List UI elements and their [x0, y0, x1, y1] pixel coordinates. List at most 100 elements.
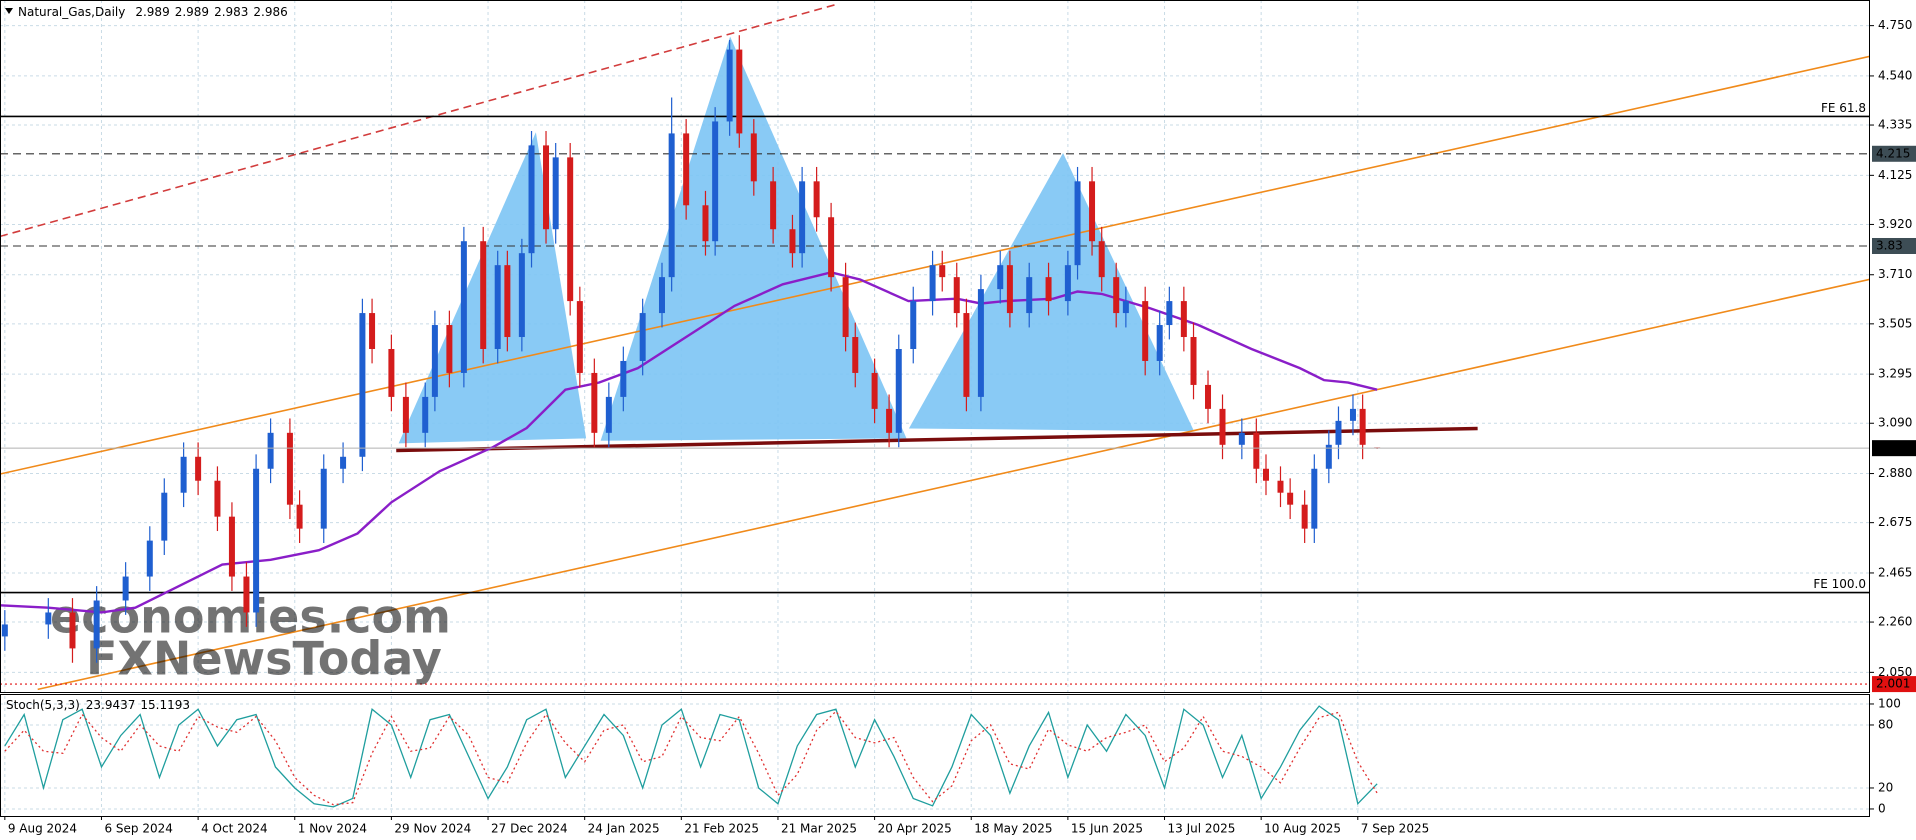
candle-body — [1262, 468, 1269, 481]
candle-body — [45, 612, 52, 625]
candle-body — [886, 408, 893, 433]
x-tick-label: 10 Aug 2025 — [1264, 822, 1341, 836]
candle-body — [320, 468, 327, 529]
y-tick-label: 4.125 — [1878, 168, 1912, 182]
x-tick-label: 13 Jul 2025 — [1168, 822, 1236, 836]
candle-body — [267, 432, 274, 469]
candle-body — [122, 576, 129, 601]
y-tick-label: 0 — [1878, 801, 1886, 815]
candle-body — [402, 396, 409, 433]
price-box-label: 2.986 — [1876, 441, 1910, 455]
stoch-line — [4, 705, 1378, 808]
candle-body — [726, 49, 733, 122]
candle-body — [770, 181, 777, 230]
level-box — [1872, 145, 1916, 162]
candle-body — [828, 217, 835, 278]
candle-body — [1098, 241, 1105, 278]
level-box-label: 4.215 — [1876, 146, 1910, 160]
candle-body — [852, 337, 859, 373]
trend-line — [37, 278, 1870, 691]
x-tick-label: 15 Jun 2025 — [1071, 822, 1143, 836]
candle-body — [813, 181, 820, 218]
trend-line — [396, 426, 1478, 453]
candle-body — [1287, 492, 1294, 505]
candle-body — [639, 313, 646, 361]
y-tick-label: 4.540 — [1878, 68, 1912, 82]
candle-body — [161, 492, 168, 541]
candle-body — [977, 289, 984, 397]
y-tick-label: 4.750 — [1878, 18, 1912, 32]
candle-body — [576, 301, 583, 373]
x-tick-label: 27 Dec 2024 — [491, 822, 568, 836]
candle-body — [1006, 265, 1013, 314]
candle-body — [658, 277, 665, 314]
watermark: economies.com — [50, 590, 451, 644]
candle-body — [668, 133, 675, 278]
candle-body — [340, 456, 347, 469]
level-box — [1872, 676, 1916, 693]
pattern-triangle — [600, 36, 907, 441]
x-tick-label: 21 Feb 2025 — [684, 822, 759, 836]
candle-body — [93, 600, 100, 649]
candle-body — [1180, 301, 1187, 338]
trend-line — [0, 2, 840, 238]
candle-body — [683, 133, 690, 206]
candle-body — [997, 265, 1004, 290]
y-tick-label: 3.920 — [1878, 217, 1912, 231]
candle-body — [1190, 337, 1197, 385]
candle-body — [1205, 384, 1212, 409]
y-tick-label: 2.465 — [1878, 565, 1912, 579]
candle-body — [871, 372, 878, 409]
candle-body — [736, 49, 743, 134]
candle-body — [712, 121, 719, 242]
candle-body — [1311, 468, 1318, 529]
candle-body — [895, 348, 902, 433]
x-tick-label: 7 Sep 2025 — [1361, 822, 1429, 836]
stoch-signal-value: 15.1193 — [140, 698, 190, 712]
candle-body — [1325, 444, 1332, 469]
candle-body — [842, 277, 849, 338]
candle-body — [789, 229, 796, 254]
candle-body — [1113, 277, 1120, 314]
stoch-frame — [0, 694, 1870, 817]
candle-body — [431, 325, 438, 397]
y-tick-label: 3.710 — [1878, 267, 1912, 281]
candle-body — [180, 456, 187, 493]
candle-body — [1026, 277, 1033, 314]
y-tick-label: 3.090 — [1878, 416, 1912, 430]
candle-body — [504, 265, 511, 338]
menu-arrow[interactable] — [5, 8, 13, 14]
candle-body — [146, 540, 153, 577]
candle-body — [702, 205, 709, 242]
candle-body — [1238, 432, 1245, 445]
x-tick-label: 21 Mar 2025 — [781, 822, 857, 836]
candle-body — [253, 468, 260, 613]
candle-body — [910, 301, 917, 349]
candle-body — [1045, 277, 1052, 302]
candle-body — [369, 313, 376, 349]
y-tick-label: 2.880 — [1878, 466, 1912, 480]
candle-body — [494, 265, 501, 349]
candle-body — [1253, 432, 1260, 469]
stoch-main-value: 23.9437 — [86, 698, 136, 712]
symbol-title: Natural_Gas,Daily — [18, 5, 125, 19]
candle-body — [1359, 408, 1366, 445]
y-tick-label: 80 — [1878, 717, 1893, 731]
x-tick-label: 24 Jan 2025 — [588, 822, 660, 836]
x-tick-label: 18 May 2025 — [974, 822, 1052, 836]
y-tick-label: 2.050 — [1878, 665, 1912, 679]
ohlc-open: 2.989 — [135, 5, 169, 19]
candle-body — [953, 277, 960, 314]
candle-body — [228, 516, 235, 577]
y-tick-label: 20 — [1878, 780, 1893, 794]
candle-body — [195, 456, 202, 481]
candle-body — [286, 432, 293, 505]
stoch-panel — [4, 705, 1378, 808]
candle-body — [1156, 325, 1163, 361]
candle-body — [1166, 301, 1173, 326]
ohlc-low: 2.983 — [214, 5, 248, 19]
candle-body — [480, 241, 487, 349]
candle-body — [446, 325, 453, 373]
candle-body — [1301, 504, 1308, 529]
